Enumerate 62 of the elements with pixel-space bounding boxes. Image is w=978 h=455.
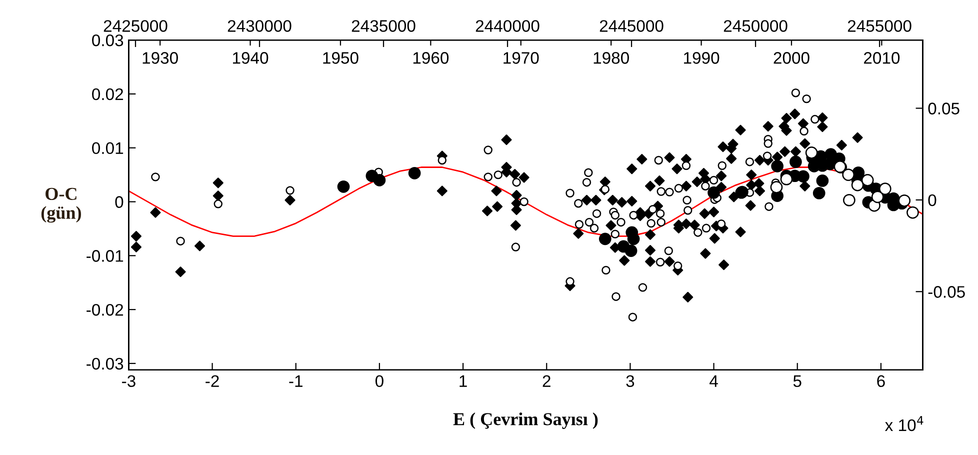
x-tick-label: 1 [460,375,467,387]
x2-tick-label: 2450000 [724,20,788,32]
point [770,181,783,194]
text: x 10$^{4}$ [885,416,924,432]
x-tick-label: 6 [877,375,885,388]
point [878,182,892,195]
x-tick-label: 3 [626,375,634,388]
point [624,244,638,257]
y-tick-label: -0.02 [86,304,124,316]
point [337,180,350,193]
point [812,186,826,200]
x2-tick-label: 2425000 [104,20,168,32]
point [851,178,864,192]
x-tick-label: -1 [289,375,302,387]
x-tick-label: 2 [542,375,550,387]
y2-tick-label: -0.05 [928,286,965,298]
point [871,190,884,204]
x-tick-label: 0 [375,375,384,388]
x-tick-label: 4 [710,375,718,387]
x2-tick-label: 2430000 [228,20,292,32]
annotation: 1940 [233,52,268,64]
x2-tick-label: 2440000 [476,20,540,32]
x-axis-title: E ( Çevrim Sayısı ) [453,412,598,429]
point [842,168,855,181]
point [816,174,829,187]
point [898,194,911,207]
x2-tick-label: 2455000 [848,20,912,32]
y-tick-label: -0.01 [86,250,124,262]
point [373,174,386,186]
point [906,206,919,219]
annotation: 2000 [774,52,810,64]
point [843,194,856,206]
annotation: 1990 [684,52,720,64]
annotation: 1950 [323,52,358,64]
x-tick-label: 5 [793,375,802,388]
point [408,166,421,180]
annotation: 1960 [413,52,449,64]
point [861,174,874,186]
point [598,232,612,246]
y-tick-label: 0.03 [92,34,124,46]
point [790,156,802,168]
annotation: 1930 [142,52,178,64]
point [627,232,640,246]
point [708,186,720,199]
y2-tick-label: 0.05 [928,102,960,114]
x2-tick-label: 2435000 [352,20,416,32]
x2-tick-label: 2445000 [600,20,664,32]
x-tick-label: -3 [122,375,136,388]
annotation: 2010 [864,52,900,64]
y2-tick-label: 0 [928,194,936,206]
y-tick-label: 0 [115,196,124,208]
y-tick-label: -0.03 [86,358,124,370]
y-tick-label: 0.01 [92,142,124,154]
y-tick-label: 0.02 [92,88,124,100]
point [797,170,810,183]
point [771,160,784,172]
annotation: 1970 [504,52,539,64]
x-tick-label: -2 [206,375,219,387]
point [780,172,793,186]
annotation: 1980 [594,52,629,64]
y-axis-title: O-C (gün) [41,188,81,223]
point [805,146,818,159]
